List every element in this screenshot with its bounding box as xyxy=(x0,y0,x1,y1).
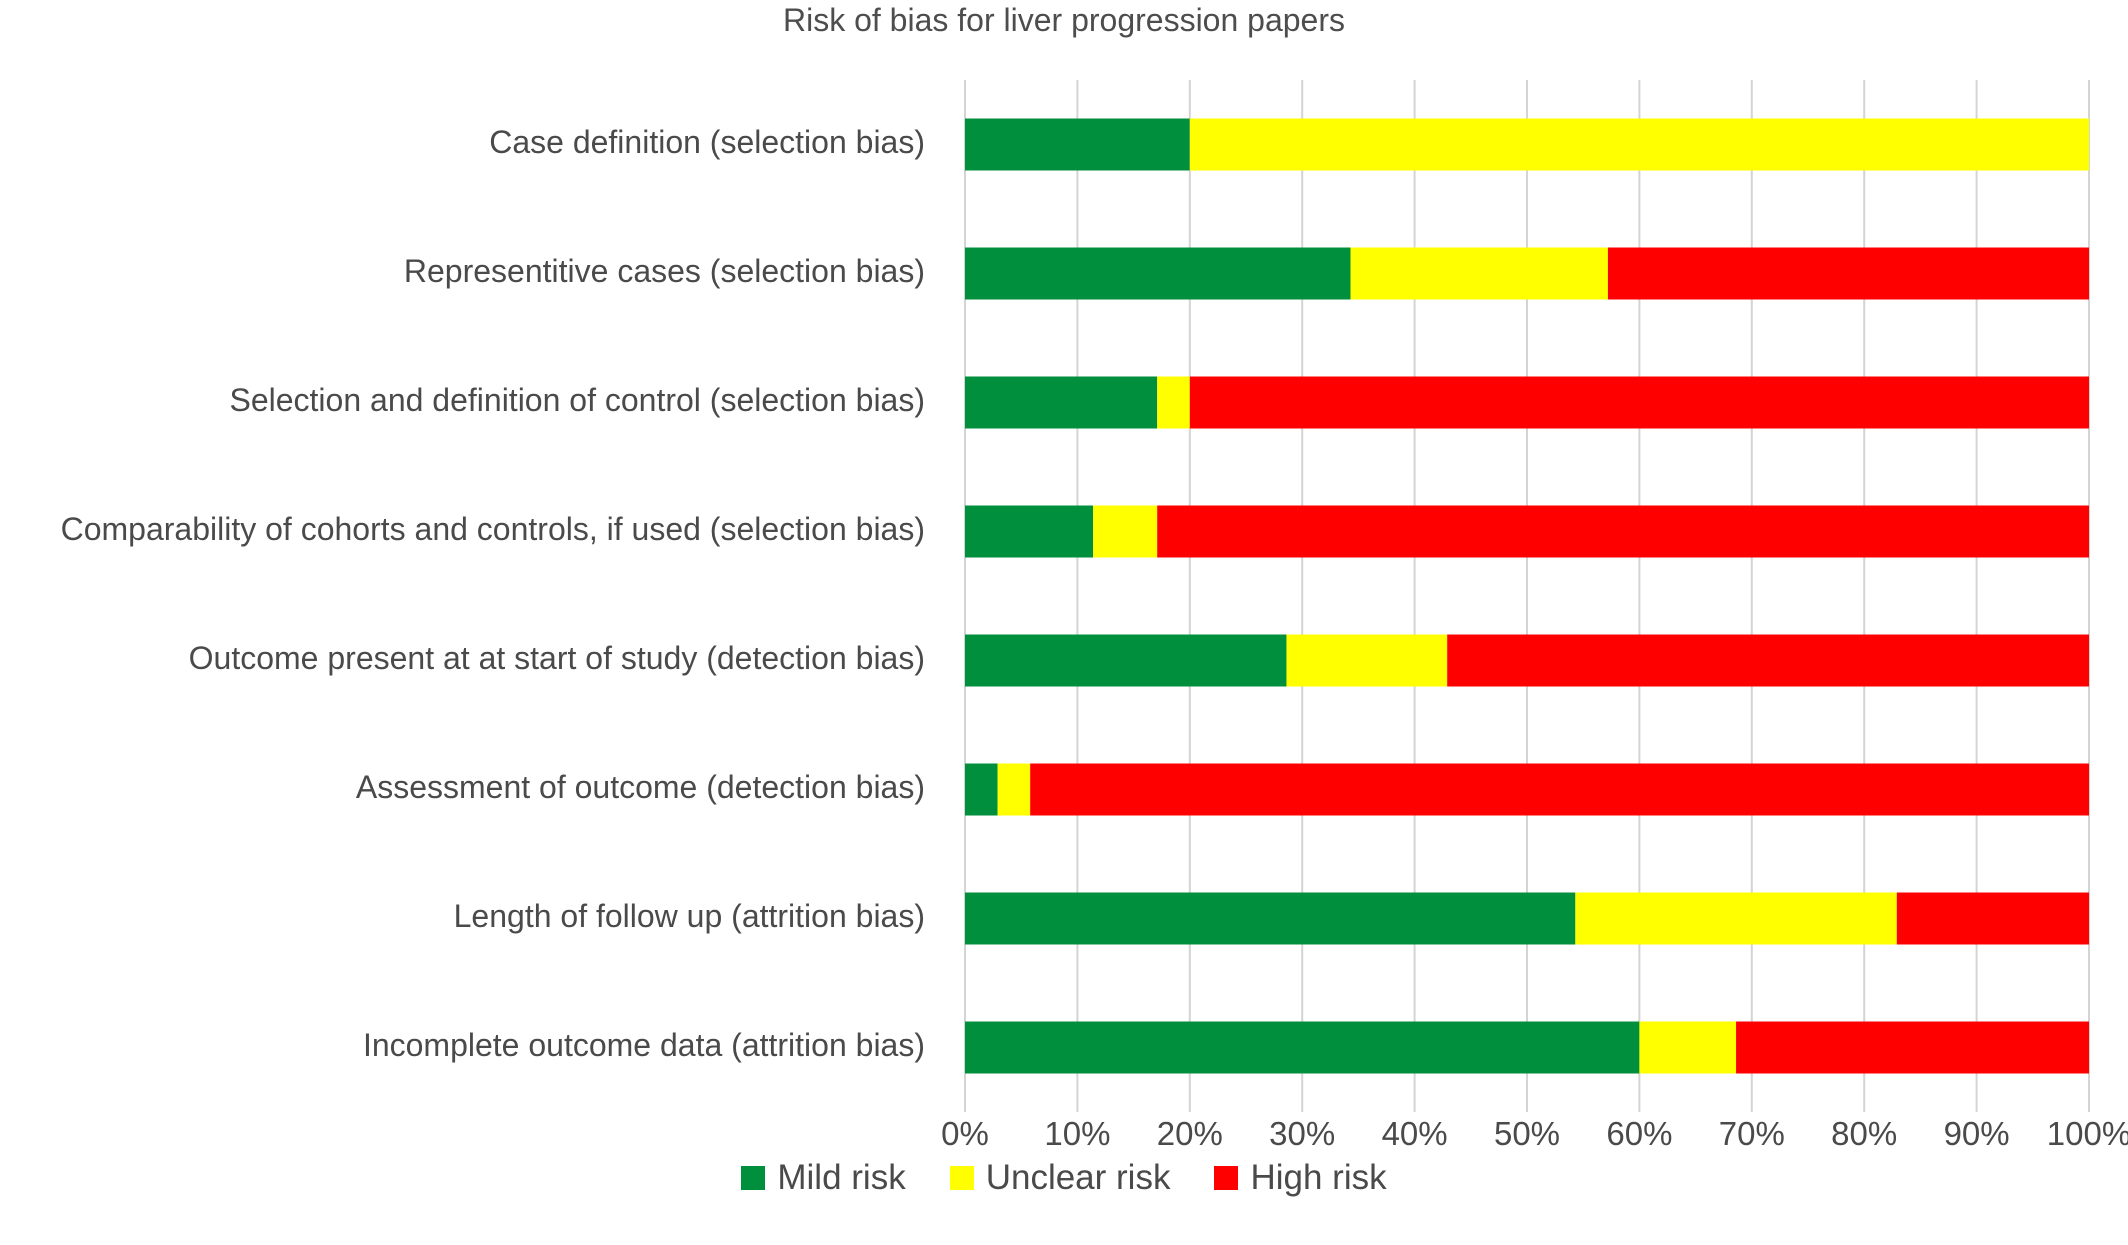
bar-segment xyxy=(1189,118,2089,171)
x-tick-label: 80% xyxy=(1831,1115,1897,1150)
x-tick-label: 70% xyxy=(1719,1115,1785,1150)
bar-segment xyxy=(1575,892,1897,945)
bar-segment xyxy=(1157,376,1190,429)
bar-segment xyxy=(965,247,1351,300)
bar-segment xyxy=(1639,1021,1737,1074)
x-tick-label: 10% xyxy=(1044,1115,1110,1150)
legend: Mild risk Unclear risk High risk xyxy=(0,1158,2128,1198)
bar-segment xyxy=(1189,376,2089,429)
legend-label: Unclear risk xyxy=(985,1158,1171,1197)
bar-segment xyxy=(1736,1021,2089,1074)
bar-segment xyxy=(1157,505,2089,558)
bar-segment xyxy=(1447,634,2089,687)
category-label: Selection and definition of control (sel… xyxy=(229,382,925,418)
category-label: Outcome present at at start of study (de… xyxy=(189,640,925,676)
legend-item: Mild risk xyxy=(741,1158,906,1198)
bar-segment xyxy=(965,118,1190,171)
x-tick-label: 90% xyxy=(1944,1115,2010,1150)
bar-segment xyxy=(1896,892,2089,945)
x-tick-label: 40% xyxy=(1382,1115,1448,1150)
legend-item: High risk xyxy=(1214,1158,1387,1198)
category-label: Case definition (selection bias) xyxy=(489,124,925,160)
legend-label: Mild risk xyxy=(777,1158,906,1197)
bar-segment xyxy=(997,763,1031,816)
bar-segment xyxy=(1350,247,1608,300)
bar-segment xyxy=(1030,763,2089,816)
category-label: Comparability of cohorts and controls, i… xyxy=(61,511,925,547)
bar-segment xyxy=(1093,505,1158,558)
plot-area: Case definition (selection bias) Represen… xyxy=(61,80,2128,1150)
x-tick-label: 60% xyxy=(1606,1115,1672,1150)
x-tick-label: 20% xyxy=(1157,1115,1223,1150)
bar-segment xyxy=(1286,634,1448,687)
category-label: Length of follow up (attrition bias) xyxy=(454,898,925,934)
legend-swatch xyxy=(1214,1166,1239,1190)
x-tick-label: 100% xyxy=(2047,1115,2128,1150)
x-tick-label: 0% xyxy=(941,1115,989,1150)
category-label: Incomplete outcome data (attrition bias) xyxy=(363,1027,925,1063)
legend-item: Unclear risk xyxy=(949,1158,1171,1198)
legend-label: High risk xyxy=(1250,1158,1387,1197)
legend-swatch xyxy=(741,1166,766,1190)
bar-segment xyxy=(965,1021,1640,1074)
bar-segment xyxy=(965,505,1094,558)
legend-swatch xyxy=(949,1166,974,1190)
x-tick-label: 50% xyxy=(1494,1115,1560,1150)
bar-segment xyxy=(965,634,1287,687)
bar-segment xyxy=(1607,247,2089,300)
bar-segment xyxy=(965,763,998,816)
category-label: Representitive cases (selection bias) xyxy=(404,253,925,289)
bar-segment xyxy=(965,892,1576,945)
chart-title: Risk of bias for liver progression paper… xyxy=(782,2,1345,38)
bar-segment xyxy=(965,376,1158,429)
category-label: Assessment of outcome (detection bias) xyxy=(356,769,925,805)
x-tick-label: 30% xyxy=(1269,1115,1335,1150)
